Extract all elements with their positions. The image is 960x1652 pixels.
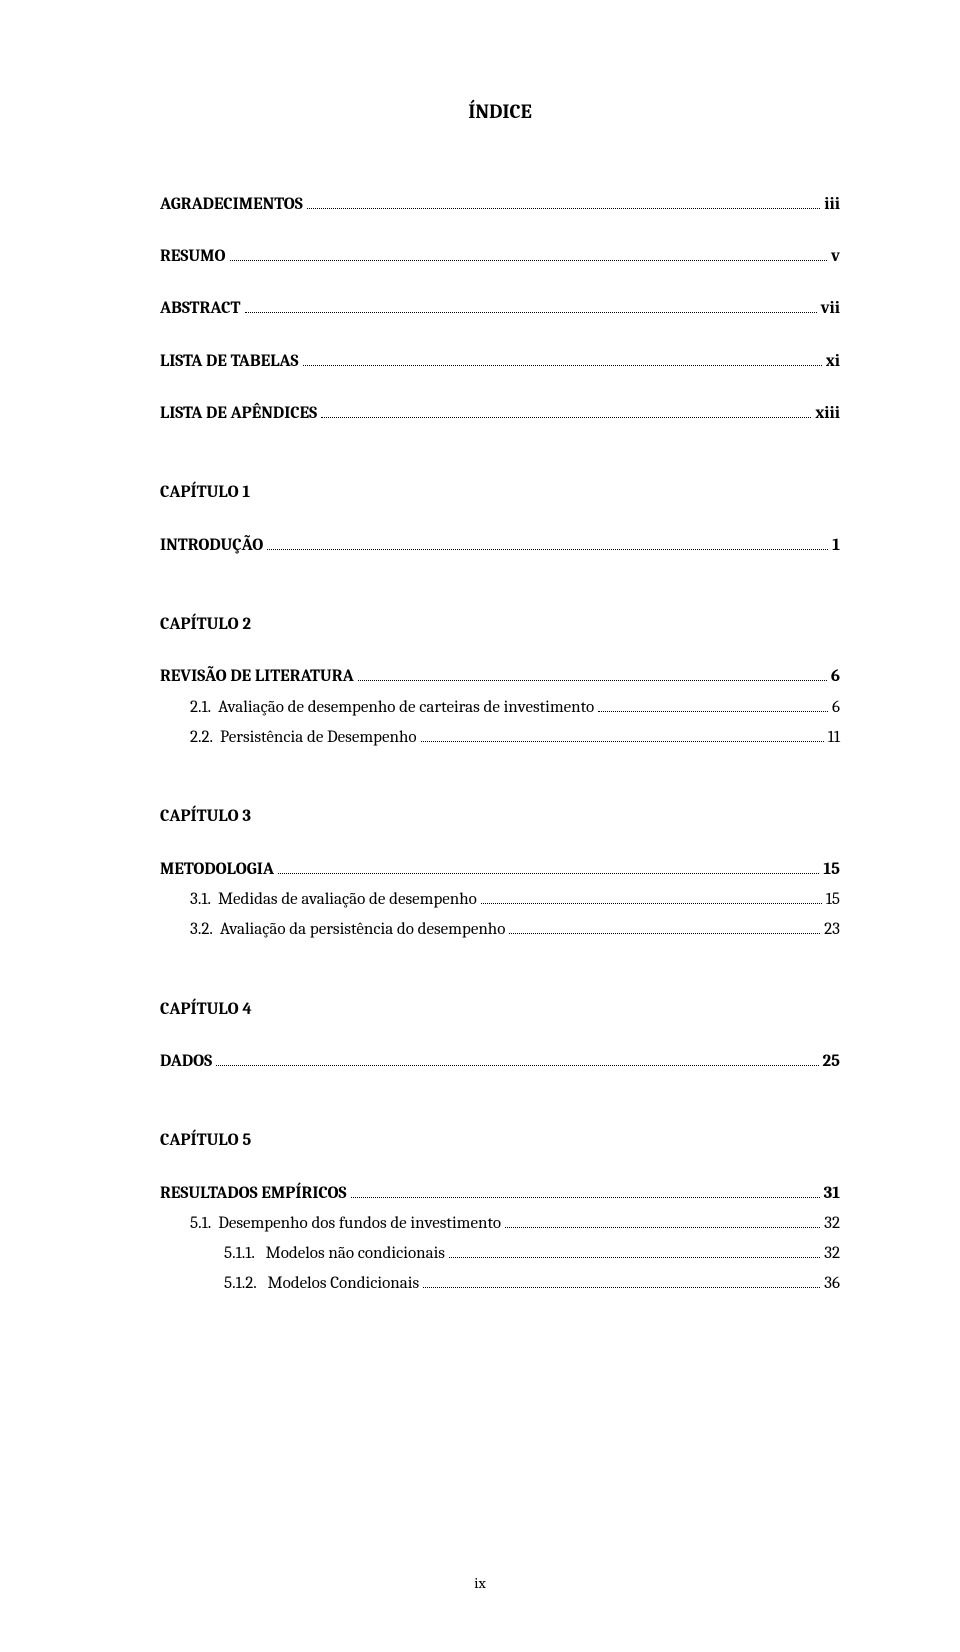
toc-entry-page: 32 (824, 1212, 840, 1236)
table-of-contents: AGRADECIMENTOS iii RESUMO v ABSTRACT vii LI… (160, 193, 840, 1296)
toc-leader (216, 1049, 818, 1065)
toc-entry-label: LISTA DE TABELAS (160, 350, 299, 374)
toc-entry: LISTA DE APÊNDICES xiii (160, 401, 840, 425)
toc-entry: 2.2. Persistência de Desempenho 11 (160, 725, 840, 749)
toc-entry: DADOS 25 (160, 1049, 840, 1073)
toc-entry-label: CAPÍTULO 1 (160, 481, 250, 505)
toc-entry-label: DADOS (160, 1050, 212, 1074)
toc-entry: CAPÍTULO 1 (160, 481, 840, 505)
toc-entry: CAPÍTULO 3 (160, 805, 840, 829)
toc-entry-page: 1 (832, 534, 840, 558)
toc-entry-page: 6 (832, 696, 840, 720)
toc-entry-label: 2.2. Persistência de Desempenho (190, 726, 417, 750)
toc-entry: LISTA DE TABELAS xi (160, 349, 840, 373)
toc-entry-label: CAPÍTULO 2 (160, 613, 251, 637)
toc-entry-label: REVISÃO DE LITERATURA (160, 665, 354, 689)
toc-entry-page: iii (824, 193, 840, 217)
toc-entry-page: 15 (826, 888, 840, 912)
toc-entry: 3.1. Medidas de avaliação de desempenho … (160, 887, 840, 911)
toc-entry: 5.1. Desempenho dos fundos de investimen… (160, 1211, 840, 1235)
toc-entry-label: INTRODUÇÃO (160, 534, 263, 558)
toc-leader (267, 533, 828, 549)
toc-entry-label: LISTA DE APÊNDICES (160, 402, 317, 426)
toc-entry-label: 3.1. Medidas de avaliação de desempenho (190, 888, 477, 912)
toc-leader (303, 349, 822, 365)
toc-leader (481, 887, 822, 903)
toc-entry-page: v (831, 245, 840, 269)
toc-entry-page: 23 (824, 918, 840, 942)
toc-entry-page: 11 (828, 726, 840, 750)
toc-entry-page: 32 (824, 1242, 840, 1266)
toc-leader (230, 245, 828, 261)
toc-leader (307, 193, 820, 209)
toc-entry-label: 2.1. Avaliação de desempenho de carteira… (190, 696, 594, 720)
toc-entry-label: 5.1.1. Modelos não condicionais (224, 1242, 445, 1266)
toc-leader (351, 1181, 820, 1197)
toc-entry: CAPÍTULO 5 (160, 1129, 840, 1153)
toc-entry-page: vii (821, 297, 840, 321)
toc-entry-page: 31 (824, 1182, 840, 1206)
toc-entry-label: METODOLOGIA (160, 858, 274, 882)
toc-entry-label: 3.2. Avaliação da persistência do desemp… (190, 918, 505, 942)
toc-leader (321, 401, 811, 417)
toc-leader (449, 1241, 820, 1257)
toc-entry: RESUMO v (160, 245, 840, 269)
toc-leader (245, 297, 817, 313)
toc-entry: 2.1. Avaliação de desempenho de carteira… (160, 695, 840, 719)
toc-entry: 5.1.1. Modelos não condicionais 32 (160, 1241, 840, 1265)
toc-entry-label: RESUMO (160, 245, 226, 269)
toc-leader (421, 725, 824, 741)
toc-entry-label: ABSTRACT (160, 297, 241, 321)
toc-leader (423, 1271, 820, 1287)
toc-entry-page: xiii (815, 402, 840, 426)
document-page: ÍNDICE AGRADECIMENTOS iii RESUMO v ABSTRAC… (0, 0, 960, 1652)
toc-entry: 5.1.2. Modelos Condicionais 36 (160, 1271, 840, 1295)
toc-leader (505, 1211, 820, 1227)
toc-entry-label: CAPÍTULO 3 (160, 805, 251, 829)
toc-entry-label: 5.1. Desempenho dos fundos de investimen… (190, 1212, 501, 1236)
toc-entry: CAPÍTULO 2 (160, 613, 840, 637)
toc-entry: RESULTADOS EMPÍRICOS 31 (160, 1181, 840, 1205)
toc-leader (278, 857, 819, 873)
toc-entry: REVISÃO DE LITERATURA 6 (160, 665, 840, 689)
toc-entry-page: 15 (823, 858, 840, 882)
toc-entry-page: 36 (824, 1272, 840, 1296)
page-title: ÍNDICE (160, 100, 840, 123)
toc-leader (598, 695, 828, 711)
toc-entry-label: RESULTADOS EMPÍRICOS (160, 1182, 347, 1206)
toc-entry: 3.2. Avaliação da persistência do desemp… (160, 917, 840, 941)
toc-entry: ABSTRACT vii (160, 297, 840, 321)
toc-entry-label: CAPÍTULO 5 (160, 1129, 251, 1153)
toc-entry-label: AGRADECIMENTOS (160, 193, 303, 217)
toc-entry: INTRODUÇÃO 1 (160, 533, 840, 557)
toc-entry-label: CAPÍTULO 4 (160, 998, 252, 1022)
toc-entry: CAPÍTULO 4 (160, 998, 840, 1022)
toc-entry-page: xi (826, 350, 840, 374)
toc-entry-page: 25 (823, 1050, 840, 1074)
toc-entry: AGRADECIMENTOS iii (160, 193, 840, 217)
toc-entry-page: 6 (831, 665, 840, 689)
toc-entry: METODOLOGIA 15 (160, 857, 840, 881)
toc-entry-label: 5.1.2. Modelos Condicionais (224, 1272, 419, 1296)
toc-leader (358, 665, 827, 681)
toc-leader (509, 917, 820, 933)
page-number-footer: ix (0, 1574, 960, 1592)
